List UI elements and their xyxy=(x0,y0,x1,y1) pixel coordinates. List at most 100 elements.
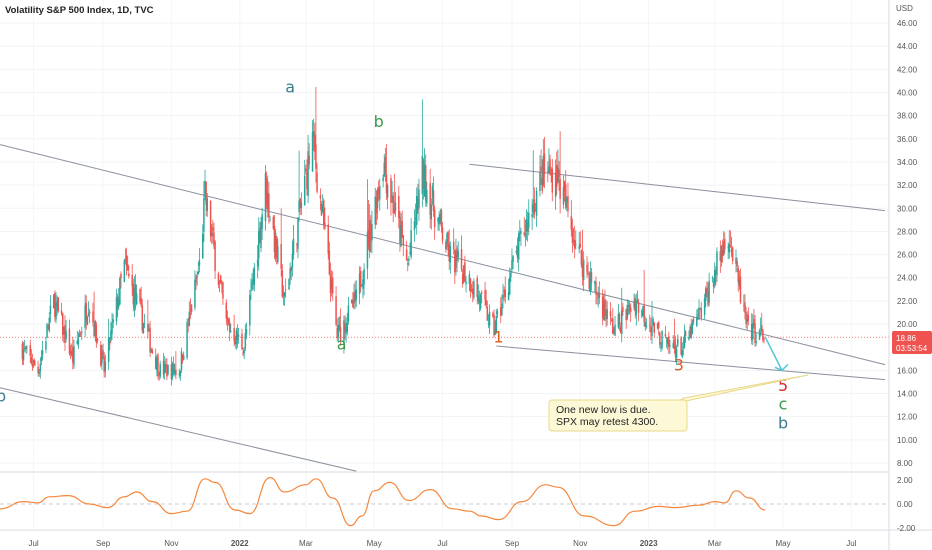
candle-body xyxy=(745,312,747,325)
candle-body xyxy=(753,319,755,325)
candle-body xyxy=(633,302,635,308)
candle-body xyxy=(620,310,623,334)
time-tick-label: Nov xyxy=(573,539,587,548)
callout-box[interactable] xyxy=(548,399,688,432)
candle-body xyxy=(245,329,248,335)
candle-body xyxy=(637,302,640,313)
candle-body xyxy=(653,322,655,333)
oscillator-pane xyxy=(0,476,889,527)
candle-body xyxy=(68,328,71,354)
candle-body xyxy=(363,269,365,285)
candle-body xyxy=(613,330,615,333)
time-tick-label: Sep xyxy=(96,539,111,548)
candle-body xyxy=(715,269,717,275)
candle-body xyxy=(747,314,750,321)
candle-body xyxy=(414,217,417,220)
candle-body xyxy=(259,227,261,243)
candle-body xyxy=(762,329,764,341)
candle-body xyxy=(575,244,577,246)
price-scale[interactable]: 46.00 44.00 42.00 40.00 38.00 36.00 34.00 32.00… xyxy=(897,19,918,468)
candle-body xyxy=(33,360,36,366)
candle-body xyxy=(590,271,593,283)
last-price-tag: 18.86 03:53:54 xyxy=(892,331,932,354)
candle-body xyxy=(367,229,370,248)
candle-body xyxy=(618,313,621,325)
annotation-callout[interactable]: One new low is due. SPX may retest 4300. xyxy=(548,374,809,432)
candle-body xyxy=(40,356,43,361)
candle-body xyxy=(375,196,378,214)
candle-body xyxy=(567,195,569,212)
candle-body xyxy=(174,370,176,375)
candle-body xyxy=(485,299,487,306)
bar-countdown: 03:53:54 xyxy=(896,344,928,353)
candle-body xyxy=(461,274,464,284)
candle-body xyxy=(222,281,224,299)
candle-body xyxy=(103,356,105,373)
candle-body xyxy=(65,330,67,339)
candle-body xyxy=(314,134,316,152)
candle-body xyxy=(233,328,235,342)
candle-body xyxy=(236,333,239,340)
candle-body xyxy=(21,343,24,360)
candle-body xyxy=(85,302,88,321)
candle-body xyxy=(277,246,279,263)
price-tick-label: 10.00 xyxy=(897,436,918,445)
candle-body xyxy=(468,274,471,284)
candle-body xyxy=(534,209,537,211)
time-tick-label: May xyxy=(367,539,382,548)
candle-body xyxy=(405,249,408,261)
candle-body xyxy=(446,233,448,244)
candle-body xyxy=(456,248,458,261)
candle-body xyxy=(383,163,385,177)
candle-body xyxy=(73,346,75,365)
candle-body xyxy=(150,348,152,353)
candle-body xyxy=(104,361,107,372)
candle-body xyxy=(716,251,718,276)
candle-body xyxy=(594,281,596,284)
candle-body xyxy=(437,217,439,222)
candle-body xyxy=(336,327,338,339)
candle-body xyxy=(712,282,715,287)
candle-body xyxy=(250,289,252,291)
candle-body xyxy=(549,159,551,175)
candle-body xyxy=(343,320,345,345)
candle-body xyxy=(672,343,675,348)
candle-body xyxy=(471,288,474,295)
candle-body xyxy=(515,250,518,253)
candle-body xyxy=(79,333,82,335)
price-tick-label: 16.00 xyxy=(897,366,918,375)
candle-body xyxy=(110,330,112,341)
candle-body xyxy=(374,196,377,225)
candle-body xyxy=(260,222,262,248)
candle-body xyxy=(486,306,489,321)
time-tick-label: Jul xyxy=(437,539,447,548)
candle-body xyxy=(582,259,585,280)
candle-body xyxy=(63,326,65,335)
candle-body xyxy=(117,299,120,307)
candle-body xyxy=(415,196,418,225)
candle-body xyxy=(460,249,463,270)
candle-body xyxy=(323,200,325,225)
candle-body xyxy=(677,338,679,346)
candle-body xyxy=(696,316,698,326)
candle-body xyxy=(705,288,707,302)
candle-body xyxy=(511,260,513,270)
candle-body xyxy=(720,245,723,262)
time-scale[interactable]: Jul Sep Nov 2022 Mar May Jul Sep Nov 2023 Mar May Ju… xyxy=(28,539,856,548)
candle-body xyxy=(253,267,256,286)
candle-body xyxy=(610,319,613,321)
candle-body xyxy=(455,252,457,268)
candle-body xyxy=(179,371,182,376)
candle-body xyxy=(196,275,198,278)
candle-body xyxy=(376,189,379,208)
wave-label-b: b xyxy=(778,413,788,432)
trendline xyxy=(0,387,357,472)
candle-body xyxy=(650,326,652,333)
candle-body xyxy=(186,322,188,358)
candle-body xyxy=(225,302,228,319)
price-tick-label: 42.00 xyxy=(897,65,918,74)
candle-body xyxy=(133,288,136,309)
candle-body xyxy=(78,333,81,337)
candle-body xyxy=(465,281,467,285)
